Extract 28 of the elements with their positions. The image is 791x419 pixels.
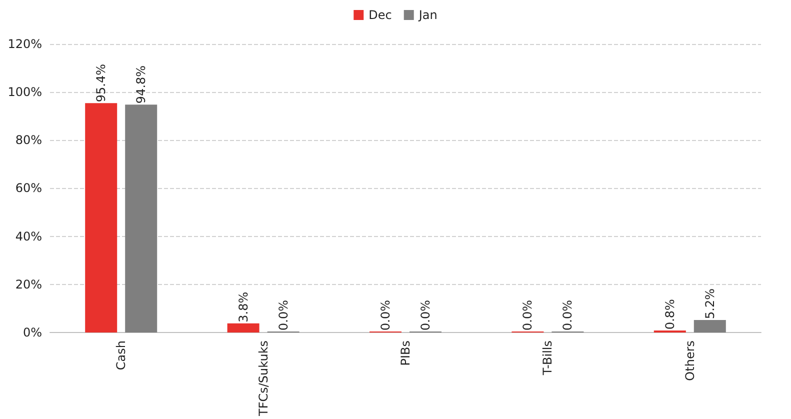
y-tick-label: 40% [15,229,42,244]
y-tick-label: 60% [15,181,42,196]
legend-label: Dec [368,8,392,22]
data-label: 0.0% [378,300,392,330]
data-label: 0.0% [520,300,535,330]
y-tick-label: 80% [15,133,42,148]
bar [694,320,726,332]
data-label: 3.8% [236,292,250,322]
data-label: 0.8% [662,299,677,330]
bar [125,104,158,332]
bar [227,323,260,332]
x-tick-label: Others [682,340,697,381]
data-label: 95.4% [94,64,108,102]
data-label: 0.0% [276,300,290,330]
data-label: 0.0% [418,300,432,330]
data-label: 94.8% [134,65,148,104]
x-tick-label: T-Bills [540,340,555,376]
x-tick-label: PIBs [398,340,412,366]
legend-label: Jan [418,8,438,22]
y-tick-label: 100% [8,85,42,100]
x-tick-label: TFCs/Sukuks [256,340,270,417]
data-label: 0.0% [560,300,575,330]
y-tick-label: 20% [15,277,42,292]
y-tick-label: 120% [8,37,42,51]
x-tick-label: Cash [114,340,128,370]
y-tick-label: 0% [22,325,42,340]
data-label: 5.2% [702,288,717,319]
bar [85,103,118,332]
